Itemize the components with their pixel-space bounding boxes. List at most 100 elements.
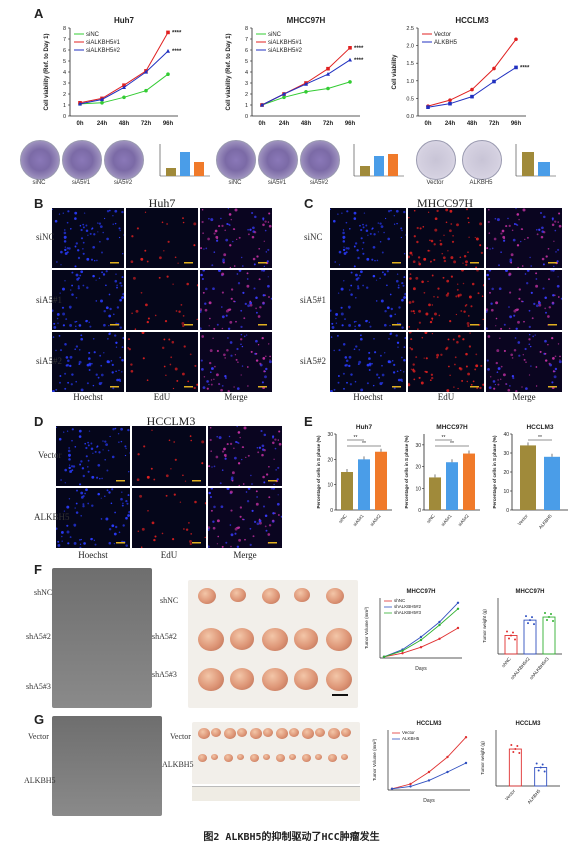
colony-bar-mini-huh7 xyxy=(159,144,210,177)
data-point xyxy=(548,616,550,619)
data-point xyxy=(382,655,386,658)
y-axis-label: Tumor weight (g) xyxy=(482,609,487,643)
series-line-1 xyxy=(261,47,351,106)
data-point xyxy=(544,612,546,615)
col-label: Merge xyxy=(233,550,257,560)
volume-series xyxy=(391,762,467,790)
legend-label: siALKBH5#2 xyxy=(86,48,121,54)
data-point xyxy=(409,782,412,786)
significance-label: ** xyxy=(442,435,446,441)
mouse-label: shA5#3 xyxy=(26,682,51,691)
data-point xyxy=(470,87,474,92)
edu-image xyxy=(132,488,206,548)
tumor xyxy=(341,754,348,761)
y-tick-label: 4 xyxy=(245,70,248,76)
tumor xyxy=(224,728,236,739)
row-label: siA5#1 xyxy=(36,295,63,305)
data-point xyxy=(348,80,352,84)
data-point xyxy=(409,785,412,788)
data-point xyxy=(446,770,449,774)
panel-label-d: D xyxy=(34,414,44,429)
panel-label-f: F xyxy=(34,562,42,577)
tumor xyxy=(198,728,210,739)
col-label: EdU xyxy=(160,550,178,560)
merge-image xyxy=(200,270,272,330)
bar xyxy=(463,453,475,510)
y-tick-label: 1 xyxy=(245,103,248,109)
x-tick-label: 96h xyxy=(163,121,174,127)
data-point xyxy=(122,95,126,100)
x-tick-label: 72h xyxy=(489,121,500,127)
tumor xyxy=(237,754,244,761)
x-tick-label: 48h xyxy=(467,121,478,127)
tumor xyxy=(276,728,288,739)
s-phase-chart-mhcc97h: MHCC97H Percentage of cells in S phase (%… xyxy=(404,424,480,527)
data-point xyxy=(506,630,508,633)
y-tick-label: 0 xyxy=(506,508,509,514)
y-axis-label: Tumor weight (g) xyxy=(480,741,485,775)
row-label: siA5#2 xyxy=(300,356,327,366)
y-tick-label: 6 xyxy=(63,48,66,54)
data-point xyxy=(144,88,148,93)
data-point xyxy=(78,101,82,106)
y-axis-label: Tumor Volume (mm³) xyxy=(364,606,369,649)
y-axis-label: Cell viability (Ref. to Day 1) xyxy=(44,33,50,110)
data-point xyxy=(122,85,126,89)
y-tick-label: 0 xyxy=(63,114,66,120)
col-label: EdU xyxy=(153,392,171,402)
tumor xyxy=(211,728,221,737)
bar xyxy=(523,619,537,655)
chart-title: MHCC97H xyxy=(515,589,544,595)
x-axis-label: Days xyxy=(415,666,427,672)
tumor xyxy=(326,668,352,692)
row-label: Vector xyxy=(38,450,62,460)
data-point xyxy=(492,79,496,84)
edu-image xyxy=(126,270,198,330)
panel-label-b: B xyxy=(34,196,44,211)
y-tick-label: 7 xyxy=(63,37,66,43)
data-point xyxy=(514,748,517,751)
x-tick-label: 48h xyxy=(119,121,130,127)
panel-c-title: MHCC97H xyxy=(416,196,473,210)
x-tick-label: shNC xyxy=(501,656,513,668)
y-tick-label: 10 xyxy=(327,483,333,489)
y-axis-label: Percentage of cells in S phase (%) xyxy=(316,435,321,509)
bar xyxy=(508,748,522,787)
colony-label: siA5#2 xyxy=(113,180,133,186)
bar xyxy=(358,459,370,510)
y-tick-label: 40 xyxy=(503,432,509,438)
mouse-label: ALKBH5 xyxy=(24,776,56,785)
tumor xyxy=(198,588,216,605)
y-tick-label: 7 xyxy=(245,37,248,43)
legend-label: shALKBH5#2 xyxy=(394,604,422,609)
data-point xyxy=(514,638,516,641)
bar xyxy=(446,462,458,510)
merge-image xyxy=(208,426,282,486)
y-tick-label: 3 xyxy=(63,81,66,87)
colony-dish-huh7-sinc xyxy=(20,140,60,180)
data-point xyxy=(100,97,104,102)
y-axis-label: Percentage of cells in S phase (%) xyxy=(404,435,409,509)
tumor xyxy=(328,754,337,763)
data-point xyxy=(456,601,460,604)
data-point xyxy=(514,37,518,42)
merge-image xyxy=(486,332,562,392)
y-tick-label: 0.0 xyxy=(406,114,414,120)
s-phase-chart-hcclm3: HCCLM3 Percentage of cells in S phase (%)… xyxy=(492,424,568,530)
y-tick-label: 1 xyxy=(63,103,66,109)
tumor xyxy=(341,728,351,737)
x-tick-label: ALKBH5 xyxy=(538,513,553,530)
scale-bar xyxy=(332,694,348,696)
edu-image xyxy=(408,270,484,330)
chart-title: HCCLM3 xyxy=(417,721,443,727)
data-point xyxy=(508,637,510,640)
colony-label: siNC xyxy=(32,180,46,186)
chart-title: MHCC97H xyxy=(436,424,468,431)
bar xyxy=(544,456,560,510)
data-point xyxy=(304,90,308,94)
chart-title: MHCC97H xyxy=(287,16,326,25)
y-tick-label: 2 xyxy=(245,92,248,98)
legend-label: siALKBH5#1 xyxy=(268,40,303,46)
s-phase-chart-huh7: Huh7 Percentage of cells in S phase (%) 0 1… xyxy=(316,424,392,527)
